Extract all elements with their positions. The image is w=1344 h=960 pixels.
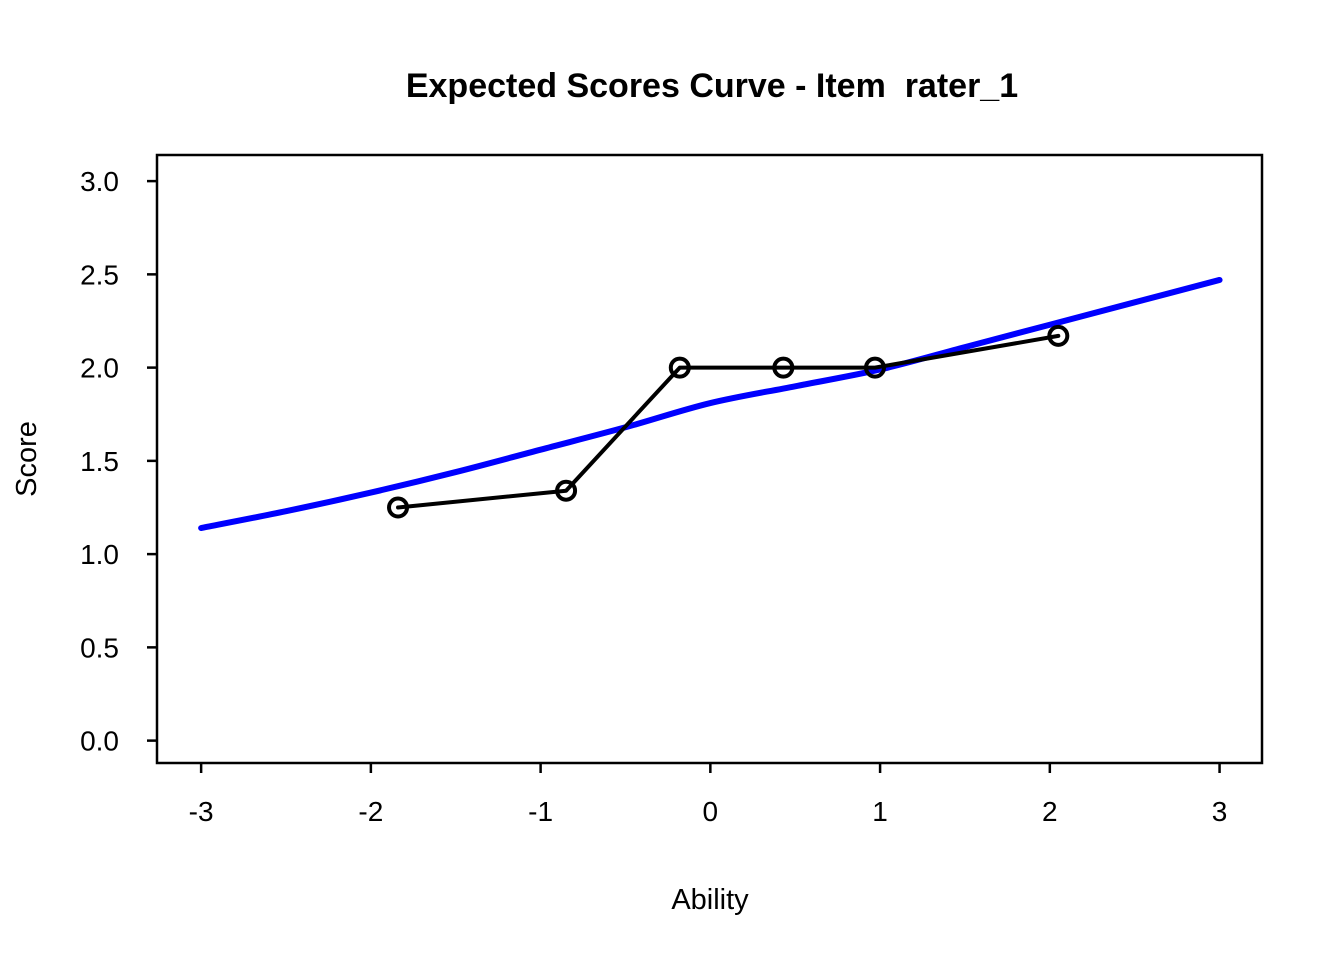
x-tick-label: 3 xyxy=(1212,796,1228,827)
x-tick-label: 1 xyxy=(872,796,888,827)
y-tick-label: 1.5 xyxy=(80,446,119,477)
x-axis-title: Ability xyxy=(671,884,749,916)
observed-point xyxy=(772,356,795,379)
x-tick-label: 2 xyxy=(1042,796,1058,827)
observed-point xyxy=(668,356,691,379)
observed-point xyxy=(555,479,578,502)
chart-title: Expected Scores Curve - Item rater_1 xyxy=(406,67,1018,105)
expected-score-curve xyxy=(198,276,1223,532)
x-tick-label: -1 xyxy=(528,796,553,827)
x-tick-label: -2 xyxy=(358,796,383,827)
y-tick-label: 2.5 xyxy=(80,259,119,290)
y-axis-ticks: 0.0 0.5 1.0 1.5 2.0 2.5 3.0 xyxy=(80,166,157,757)
series-layer xyxy=(198,276,1223,532)
y-axis-title: Score xyxy=(11,421,43,497)
y-tick-label: 1.0 xyxy=(80,539,119,570)
observed-point xyxy=(387,496,410,519)
y-tick-label: 2.0 xyxy=(80,353,119,384)
observed-point xyxy=(1047,324,1070,347)
y-tick-label: 0.5 xyxy=(80,632,119,663)
plot-box xyxy=(155,153,1264,765)
x-tick-label: -3 xyxy=(189,796,214,827)
y-tick-label: 0.0 xyxy=(80,726,119,757)
x-axis-ticks: -3 -2 -1 0 1 2 3 xyxy=(189,763,1228,827)
x-tick-label: 0 xyxy=(703,796,719,827)
observed-point xyxy=(863,356,886,379)
observed-average-scores-line xyxy=(396,333,1061,510)
y-tick-label: 3.0 xyxy=(80,166,119,197)
